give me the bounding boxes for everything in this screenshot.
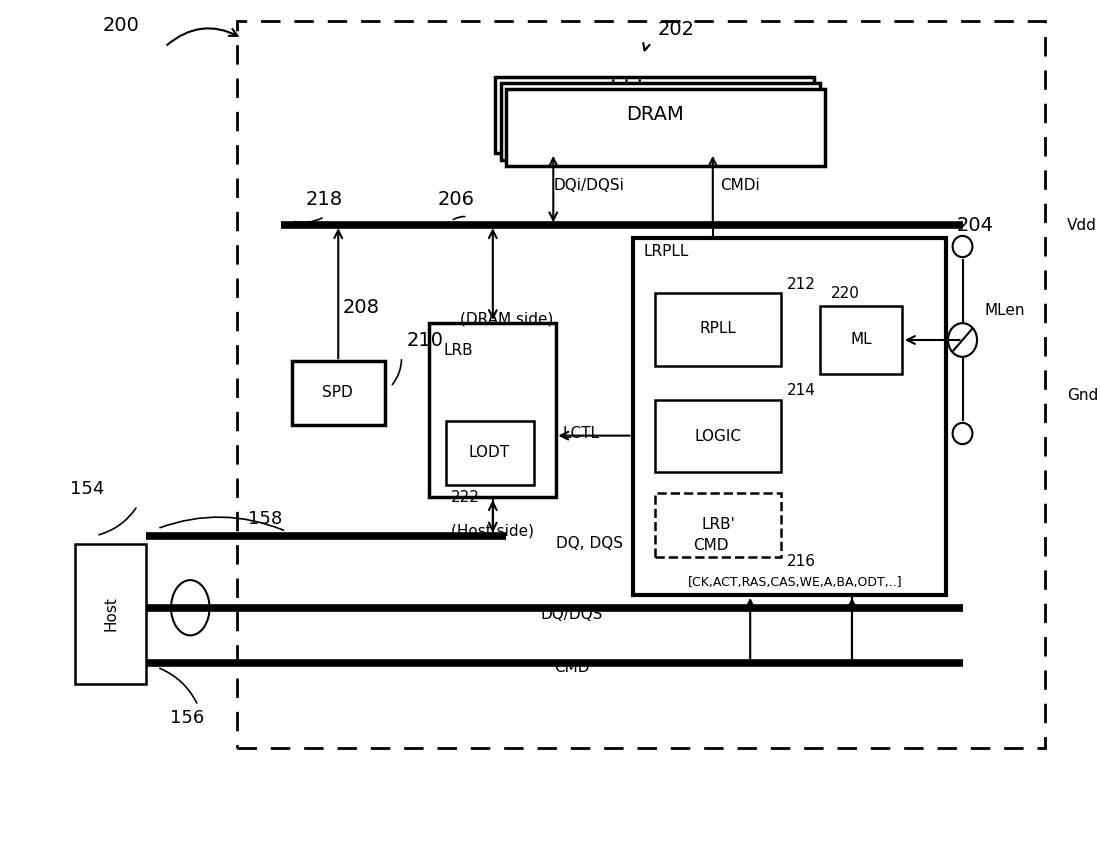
Text: LRPLL: LRPLL: [644, 244, 689, 259]
Text: LOGIC: LOGIC: [695, 428, 741, 444]
Text: 220: 220: [830, 286, 859, 301]
Text: [CK,ACT,RAS,CAS,WE,A,BA,ODT,..]: [CK,ACT,RAS,CAS,WE,A,BA,ODT,..]: [688, 575, 902, 589]
Text: ML: ML: [850, 332, 872, 348]
Text: 204: 204: [957, 216, 994, 235]
Text: 222: 222: [451, 490, 480, 505]
Bar: [236, 21, 1045, 748]
Bar: [506, 89, 825, 166]
Bar: [495, 76, 814, 153]
Text: Vdd: Vdd: [1067, 218, 1097, 233]
Bar: [654, 400, 781, 472]
Text: 154: 154: [70, 479, 104, 498]
Text: 218: 218: [306, 190, 343, 209]
Text: 214: 214: [786, 383, 815, 399]
Text: 200: 200: [102, 16, 140, 35]
Text: (Host side): (Host side): [451, 524, 534, 539]
Bar: [654, 293, 781, 366]
Text: 210: 210: [407, 331, 444, 349]
Text: Host: Host: [103, 596, 119, 632]
Text: CMDi: CMDi: [720, 178, 760, 193]
Text: 206: 206: [438, 190, 475, 209]
Text: SPD: SPD: [322, 385, 353, 400]
Text: CMD: CMD: [693, 538, 728, 553]
Bar: [429, 323, 556, 497]
Text: 158: 158: [248, 509, 282, 528]
Text: LCTL: LCTL: [562, 426, 600, 441]
Text: DRAM: DRAM: [626, 105, 683, 124]
Text: MLen: MLen: [984, 303, 1025, 318]
Text: 202: 202: [658, 20, 695, 39]
Text: 216: 216: [786, 553, 815, 569]
Text: DQ, DQS: DQ, DQS: [556, 536, 623, 552]
Text: CMD: CMD: [554, 660, 590, 675]
Bar: [292, 361, 385, 425]
Text: Gnd: Gnd: [1067, 388, 1098, 403]
Bar: [446, 421, 534, 484]
Bar: [654, 493, 781, 557]
Text: DQi/DQSi: DQi/DQSi: [553, 178, 624, 193]
Text: LRB: LRB: [443, 343, 473, 358]
Text: DQ/DQS: DQ/DQS: [541, 607, 603, 622]
Text: (DRAM side): (DRAM side): [460, 311, 553, 326]
Bar: [500, 83, 820, 160]
Text: LODT: LODT: [469, 445, 510, 460]
Text: 208: 208: [342, 298, 380, 317]
Text: 212: 212: [786, 277, 815, 292]
Text: LRB': LRB': [702, 517, 735, 532]
Bar: [632, 238, 946, 595]
Bar: [820, 306, 902, 374]
Text: . . .: . . .: [610, 66, 643, 87]
Text: 156: 156: [170, 709, 205, 728]
Bar: [75, 544, 146, 684]
Text: RPLL: RPLL: [700, 321, 737, 337]
